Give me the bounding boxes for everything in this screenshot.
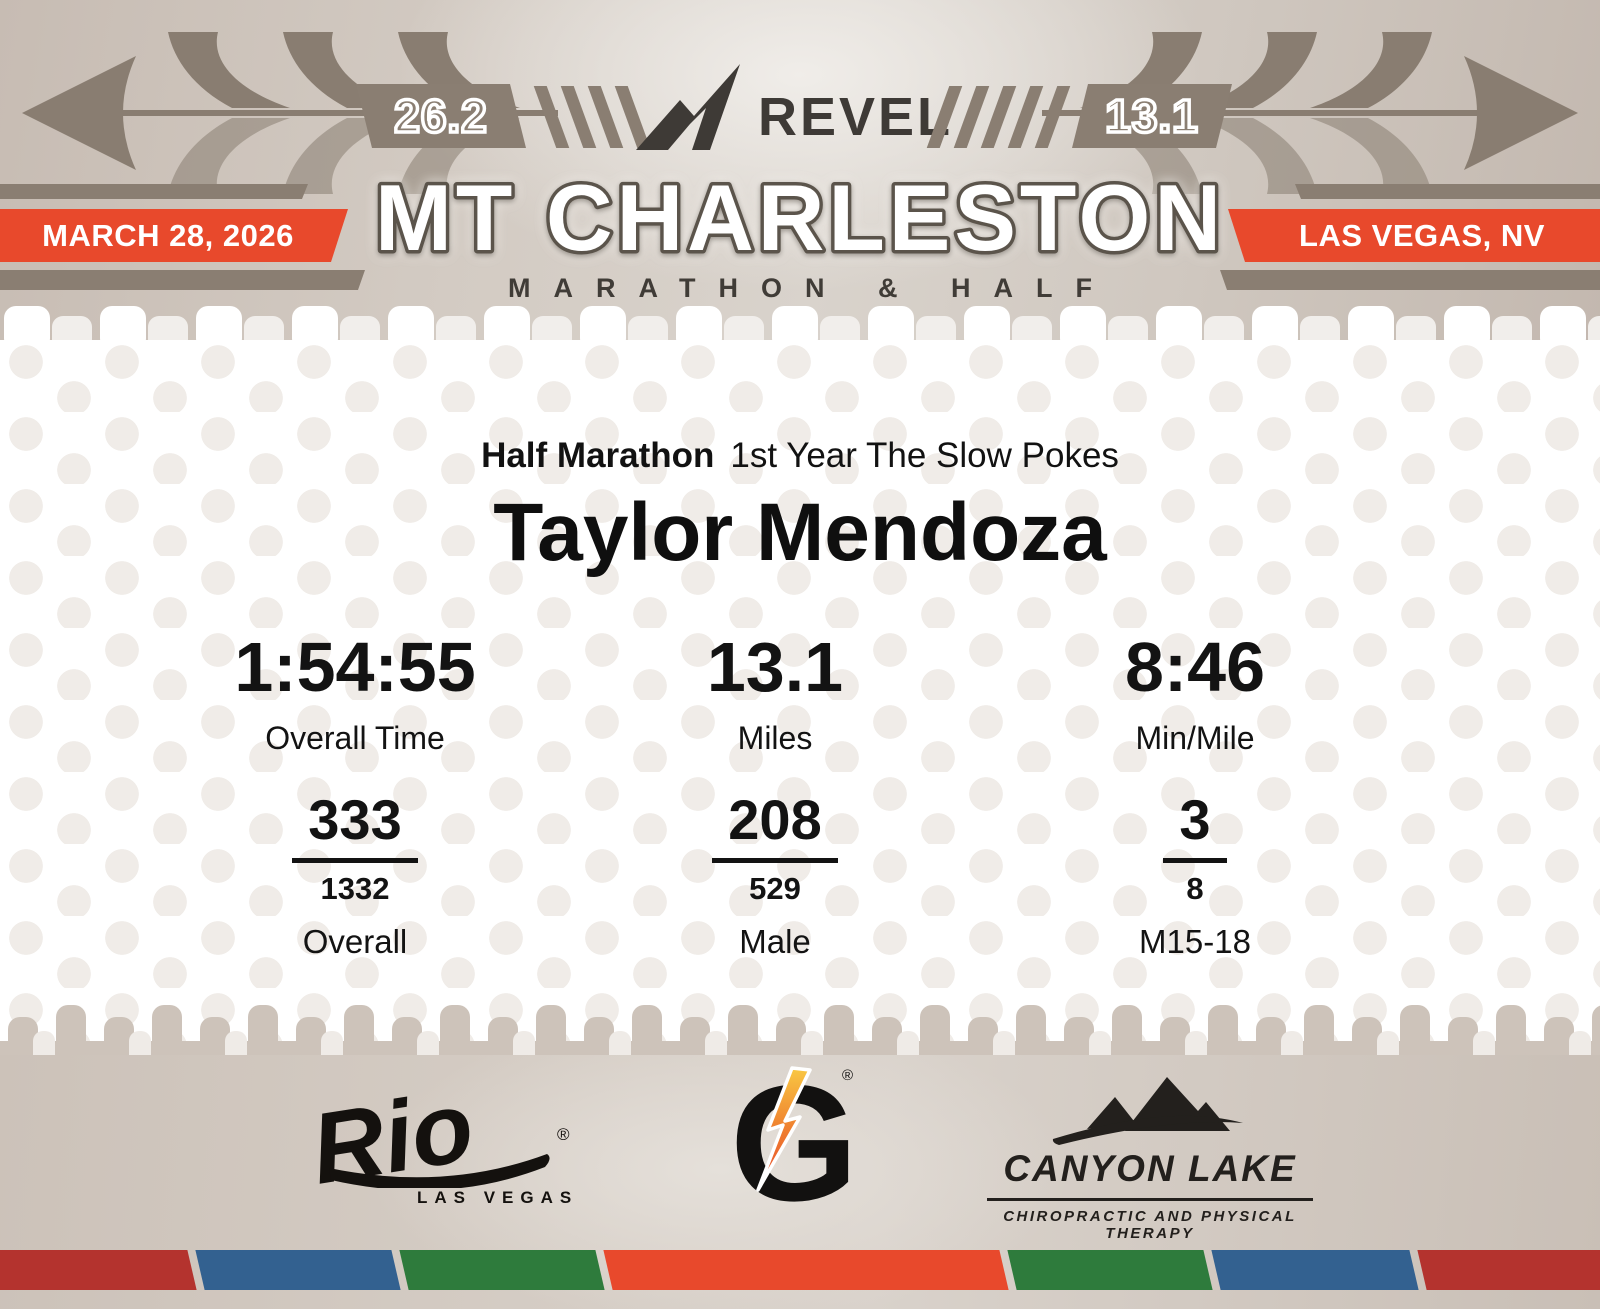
brand-wordmark: REVEL: [758, 87, 954, 147]
rio-subtitle: LAS VEGAS: [417, 1188, 579, 1207]
stat-value: 13.1: [706, 628, 844, 706]
event-title-art: MT CHARLESTON: [372, 162, 1225, 274]
event-title: MT CHARLESTON: [375, 165, 1225, 270]
canyon-lake-mountain-icon: [1052, 1077, 1243, 1145]
rank-overall: 333 1332 Overall: [155, 792, 555, 961]
rank-gender: 208 529 Male: [575, 792, 975, 961]
footer-stripe-segment: [195, 1250, 401, 1290]
stat-label: Miles: [737, 720, 813, 756]
canyon-lake-divider: [987, 1198, 1313, 1201]
rio-las-vegas-logo: Rio ® LAS VEGAS: [295, 1070, 585, 1230]
zipper-edge-top: [0, 302, 1600, 340]
trademark-symbol: ®: [557, 1125, 570, 1144]
stat-label: Min/Mile: [1135, 720, 1255, 756]
gatorade-logo: G ®: [728, 1051, 858, 1235]
rank-total: 1332: [320, 871, 390, 906]
footer-stripe-segment: [1007, 1250, 1213, 1290]
footer-stripe-segment: [0, 1250, 197, 1290]
decor-stripe: [0, 184, 308, 199]
rank-total: 529: [749, 871, 801, 906]
result-panel: Half Marathon 1st Year The Slow Pokes Tay…: [0, 302, 1600, 1055]
rank-place: 333: [292, 792, 418, 863]
event-location-banner: LAS VEGAS, NV: [1228, 209, 1600, 262]
rank-place: 208: [712, 792, 838, 863]
rank-total: 8: [1186, 871, 1204, 906]
runner-name: Taylor Mendoza: [493, 487, 1107, 578]
canyon-lake-logo: CANYON LAKE CHIROPRACTIC AND PHYSICAL TH…: [975, 1075, 1325, 1242]
rank-label: M15-18: [1139, 923, 1251, 960]
zipper-edge-bottom: [0, 995, 1600, 1055]
stat-miles: 13.1 Miles: [575, 632, 975, 757]
distance-badge-marathon: 26.2: [356, 84, 526, 148]
revel-mountain-icon: [636, 64, 740, 150]
stat-value: 8:46: [1124, 628, 1266, 706]
canyon-lake-wordmark: CANYON LAKE: [1003, 1148, 1297, 1189]
distance-badge-half: 13.1: [1072, 84, 1232, 148]
rank-label: Male: [739, 923, 811, 960]
event-subtitle: MARATHON & HALF: [508, 273, 1115, 303]
rank-place: 3: [1163, 792, 1227, 863]
stat-value: 1:54:55: [234, 628, 476, 706]
sponsor-footer: Rio ® LAS VEGAS G ®: [0, 1051, 1600, 1309]
stat-pace: 8:46 Min/Mile: [995, 632, 1395, 757]
decor-stripe: [0, 270, 365, 290]
trademark-symbol: ®: [842, 1067, 853, 1084]
footer-stripe-segment: [603, 1250, 1009, 1290]
feather-arrow-right-icon: [1042, 32, 1578, 194]
rio-script-icon: Rio ®: [304, 1070, 570, 1206]
rank-age-group: 3 8 M15-18: [995, 792, 1395, 961]
gatorade-g-icon: G ®: [730, 1051, 858, 1235]
decor-stripe: [1220, 270, 1600, 290]
decor-stripe: [1295, 184, 1600, 199]
feather-arrow-left-icon: [22, 32, 558, 194]
footer-stripe-segment: [399, 1250, 605, 1290]
division-detail: 1st Year The Slow Pokes: [730, 436, 1119, 475]
canyon-lake-subtitle: CHIROPRACTIC AND PHYSICAL THERAPY: [1003, 1208, 1297, 1242]
division-name: Half Marathon: [481, 436, 715, 475]
stat-overall-time: 1:54:55 Overall Time: [155, 632, 555, 757]
division-line: Half Marathon 1st Year The Slow Pokes: [0, 436, 1600, 476]
stat-label: Overall Time: [265, 720, 445, 756]
footer-stripe-segment: [1211, 1250, 1419, 1290]
footer-stripe-segment: [1417, 1250, 1600, 1290]
rank-label: Overall: [302, 923, 408, 960]
header-banner: 26.2 REVEL 13.1 MT CHARLESTON MARATHON &…: [0, 0, 1600, 340]
event-date-banner: MARCH 28, 2026: [0, 209, 348, 262]
